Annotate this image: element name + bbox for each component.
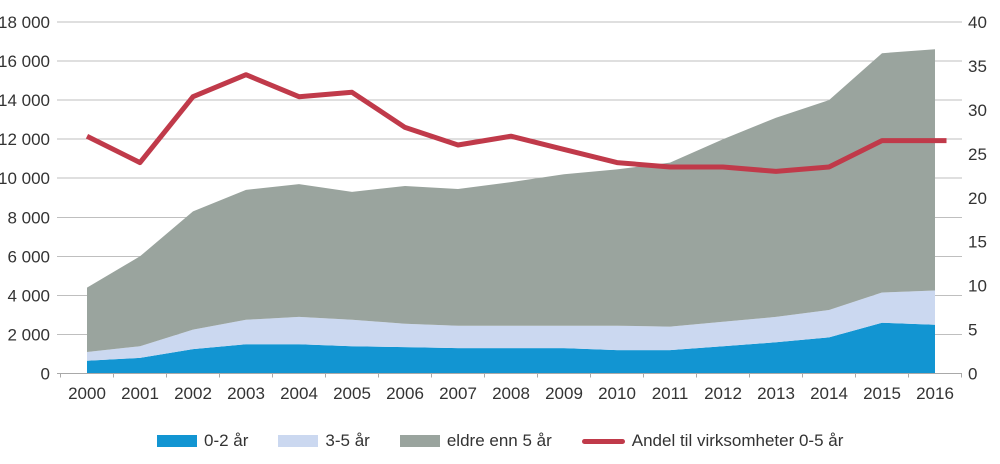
legend-item-0-2-ar: 0-2 år — [157, 431, 248, 451]
legend-swatch-andel-line-icon — [581, 438, 625, 444]
x-axis-tick-label: 2015 — [863, 384, 901, 403]
x-axis-tick-label: 2011 — [652, 384, 689, 403]
left-axis-tick-label: 18 000 — [0, 13, 50, 32]
area-3 — [87, 49, 935, 353]
right-axis-tick-label: 35 — [968, 57, 987, 76]
legend-swatch-eldre-enn-5-ar-icon — [399, 435, 440, 447]
x-axis-tick-label: 2014 — [810, 384, 848, 403]
x-axis-tick-label: 2010 — [598, 384, 636, 403]
left-axis-tick-label: 6 000 — [7, 247, 50, 266]
area-series — [87, 49, 935, 374]
legend-swatch-0-2-ar-icon — [157, 435, 197, 447]
legend-label-3-5-ar: 3-5 år — [325, 431, 370, 450]
right-axis-tick-label: 30 — [968, 101, 987, 120]
left-axis-tick-label: 4 000 — [7, 286, 50, 305]
legend-swatch-3-5-ar-icon — [278, 435, 319, 447]
right-axis-labels: 0 5 10 15 20 25 30 35 40 — [968, 13, 987, 384]
left-axis-tick-label: 12 000 — [0, 130, 50, 149]
x-axis-tick-label: 2012 — [704, 384, 742, 403]
x-axis — [57, 373, 962, 378]
left-axis-tick-label: 8 000 — [7, 208, 50, 227]
x-axis-tick-label: 2005 — [333, 384, 371, 403]
left-axis-tick-label: 10 000 — [0, 169, 50, 188]
x-axis-tick-label: 2016 — [916, 384, 954, 403]
right-axis-tick-label: 15 — [968, 233, 987, 252]
right-axis-tick-label: 40 — [968, 13, 987, 32]
right-axis-tick-label: 5 — [968, 321, 977, 340]
legend-item-eldre-enn-5-ar: eldre enn 5 år — [399, 431, 552, 451]
left-axis-tick-label: 0 — [41, 365, 50, 384]
left-axis-labels: 0 2 000 4 000 6 000 8 000 10 000 12 000 14 000 1… — [0, 13, 50, 384]
x-axis-tick-label: 2001 — [121, 384, 159, 403]
right-axis-tick-label: 10 — [968, 277, 987, 296]
legend-item-andel-til-virksomheter: Andel til virksomheter 0-5 år — [581, 431, 844, 451]
left-axis-tick-label: 14 000 — [0, 91, 50, 110]
chart-legend: 0-2 år 3-5 år eldre enn 5 år Andel til v… — [157, 431, 843, 451]
legend-label-andel-til-virksomheter: Andel til virksomheter 0-5 år — [631, 431, 844, 450]
x-axis-tick-label: 2009 — [545, 384, 583, 403]
x-axis-tick-label: 2002 — [174, 384, 212, 403]
right-axis-tick-label: 20 — [968, 189, 987, 208]
x-axis-labels: 2000 2001 2002 2003 2004 2005 2006 2007 2008 2009… — [68, 384, 954, 403]
x-axis-tick-label: 2008 — [492, 384, 530, 403]
x-axis-tick-label: 2006 — [386, 384, 424, 403]
right-axis-tick-label: 25 — [968, 145, 987, 164]
left-axis-tick-label: 16 000 — [0, 52, 50, 71]
percent-line — [85, 72, 947, 174]
x-axis-tick-label: 2013 — [757, 384, 795, 403]
x-axis-tick-label: 2007 — [439, 384, 477, 403]
x-axis-tick-label: 2004 — [280, 384, 318, 403]
legend-label-eldre-enn-5-ar: eldre enn 5 år — [446, 431, 552, 450]
left-axis-tick-label: 2 000 — [7, 325, 50, 344]
right-axis-tick-label: 0 — [968, 365, 977, 384]
area-2 — [87, 290, 935, 361]
x-axis-tick-label: 2000 — [68, 384, 106, 403]
legend-item-3-5-ar: 3-5 år — [278, 431, 370, 451]
x-axis-tick-label: 2003 — [227, 384, 265, 403]
legend-label-0-2-ar: 0-2 år — [204, 431, 249, 450]
